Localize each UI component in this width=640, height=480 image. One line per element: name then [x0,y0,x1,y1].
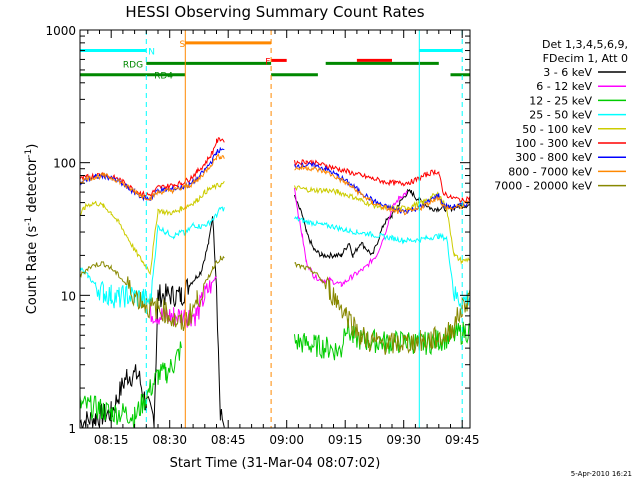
flag-label-rdg: RDG [123,60,143,70]
legend-label-3: 25 - 50 keV [529,109,592,122]
series-line-2 [80,318,470,428]
x-tick-label-5: 09:30 [386,433,421,447]
legend-label-4: 50 - 100 keV [522,123,592,136]
series-line-8 [80,255,470,355]
legend-label-0: 3 - 6 keV [543,66,592,79]
legend-label-6: 300 - 800 keV [515,151,592,164]
legend: Det 1,3,4,5,6,9,FDecim 1, Att 03 - 6 keV… [494,38,628,193]
flag-label-s: S [179,40,185,50]
y-axis-label-part: -1 [24,217,34,226]
x-tick-label-2: 08:45 [211,433,246,447]
flag-label-rd4: RD4 [154,72,173,82]
x-tick-label-1: 08:30 [152,433,187,447]
x-tick-label-3: 09:00 [269,433,304,447]
y-tick-label-3: 1000 [45,24,76,38]
legend-header-0: Det 1,3,4,5,6,9, [542,38,628,51]
y-axis-label-part: -1 [24,149,34,158]
series-line-1 [149,187,408,328]
plot-area [80,30,470,428]
y-tick-label-1: 10 [61,289,76,303]
footer-date-stamp: 5-Apr-2010 16:21 [571,470,632,478]
axes: N S F RDG RD4 08:15 08:30 08:45 09:00 09:15 09:30 0… [24,24,479,447]
flag-label-n: N [148,48,155,58]
x-tick-label-4: 09:15 [328,433,363,447]
y-axis-label-part: detector [25,157,40,217]
legend-label-7: 800 - 7000 keV [508,165,592,178]
y-axis-label-part: ) [25,144,40,149]
legend-label-1: 6 - 12 keV [536,80,592,93]
y-axis-label: Count Rate (s-1 detector-1) [24,144,40,315]
x-axis-label: Start Time (31-Mar-04 08:07:02) [170,456,381,471]
series-line-7 [80,152,470,216]
legend-label-8: 7000 - 20000 keV [494,180,592,193]
legend-header-1: FDecim 1, Att 0 [543,52,628,65]
series-line-3 [80,206,470,311]
flag-label-f: F [265,57,270,67]
plot-frame [79,29,471,429]
chart-title: HESSI Observing Summary Count Rates [125,3,424,21]
legend-label-5: 100 - 300 keV [515,137,592,150]
legend-label-2: 12 - 25 keV [529,94,592,107]
y-tick-label-2: 100 [53,157,76,171]
series-line-0 [80,188,470,428]
y-axis-label-part: Count Rate (s [25,226,40,315]
x-tick-label-0: 08:15 [94,433,129,447]
x-tick-label-6: 09:45 [445,433,480,447]
y-tick-label-0: 1 [68,422,76,436]
